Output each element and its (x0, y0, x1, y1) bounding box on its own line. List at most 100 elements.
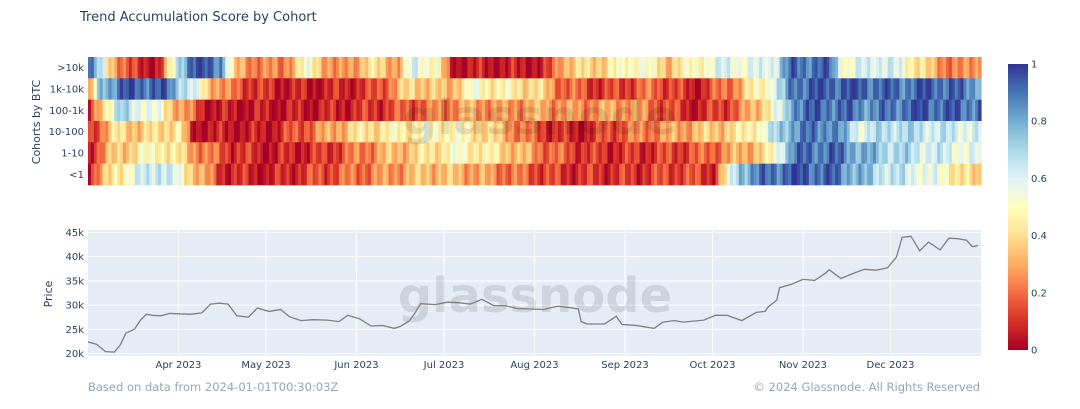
heatmap-cell (654, 57, 658, 79)
heatmap-cell (601, 57, 606, 79)
heatmap-cell (525, 57, 530, 79)
heatmap-cell (925, 142, 930, 164)
heatmap-cell (963, 121, 968, 143)
heatmap-cell (712, 78, 717, 100)
heatmap-cell (429, 57, 433, 79)
heatmap-cell (613, 121, 617, 143)
heatmap-cell (665, 57, 670, 79)
heatmap-cell (826, 142, 830, 164)
heatmap-cell (184, 163, 188, 186)
heatmap-cell (479, 78, 483, 100)
heatmap-cell (951, 57, 956, 79)
heatmap-cell (712, 121, 717, 143)
heatmap-cell (239, 163, 244, 186)
heatmap-cell (890, 163, 895, 186)
heatmap-cell (616, 99, 620, 122)
heatmap-cell (315, 99, 320, 122)
heatmap-cell (379, 163, 384, 186)
heatmap-cell (149, 163, 153, 186)
heatmap-cell (458, 163, 463, 186)
heatmap-cell (204, 163, 209, 186)
heatmap-cell (747, 57, 752, 79)
heatmap-cell (257, 121, 261, 143)
heatmap-cell (659, 78, 664, 100)
heatmap-cell (242, 142, 247, 164)
heatmap-cell (344, 99, 349, 122)
heatmap-cell (916, 57, 921, 79)
heatmap-cell (692, 121, 696, 143)
heatmap-cell (184, 78, 188, 100)
heatmap-cell (315, 163, 320, 186)
heatmap-cell (910, 121, 915, 143)
heatmap-cell (668, 163, 673, 186)
heatmap-cell (400, 57, 404, 79)
heatmap-cell (114, 163, 118, 186)
heatmap-cell (840, 99, 845, 122)
heatmap-cell (476, 99, 480, 122)
heatmap-cell (496, 57, 501, 79)
heatmap-cell (797, 121, 801, 143)
heatmap-cell (624, 121, 629, 143)
heatmap-cell (712, 57, 717, 79)
heatmap-cell (651, 142, 655, 164)
heatmap-cell (195, 57, 200, 79)
heatmap-cell (928, 121, 932, 143)
heatmap-cell (257, 163, 261, 186)
heatmap-cell (925, 78, 930, 100)
heatmap-cell (624, 99, 629, 122)
heatmap-cell (835, 121, 839, 143)
heatmap-cell (93, 99, 98, 122)
heatmap-cell (359, 57, 363, 79)
heatmap-cell (951, 142, 956, 164)
x-tick-label: Oct 2023 (690, 360, 736, 371)
heatmap-cell (957, 57, 962, 79)
heatmap-cell (610, 57, 614, 79)
heatmap-cell (840, 78, 845, 100)
heatmap-cell (870, 163, 874, 186)
heatmap-cell (540, 142, 544, 164)
heatmap-cell (744, 57, 749, 79)
heatmap-cell (963, 142, 968, 164)
heatmap-cell (963, 163, 968, 186)
heatmap-cell (490, 78, 495, 100)
heatmap-cell (683, 163, 687, 186)
heatmap-cell (826, 163, 830, 186)
heatmap-cell (709, 142, 714, 164)
heatmap-cell (957, 142, 962, 164)
heatmap-cell (832, 163, 836, 186)
heatmap-cell (236, 142, 241, 164)
heatmap-cell (417, 78, 422, 100)
heatmap-cell (546, 78, 550, 100)
heatmap-cell (873, 99, 877, 122)
heatmap-cell (397, 78, 401, 100)
heatmap-cell (671, 99, 676, 122)
heatmap-cell (686, 99, 690, 122)
heatmap-cell (636, 142, 641, 164)
heatmap-cell (409, 99, 413, 122)
colorbar-tick-label: 0 (1031, 346, 1037, 357)
heatmap-cell (245, 163, 250, 186)
heatmap-cell (820, 78, 825, 100)
heatmap-cell (245, 78, 250, 100)
heatmap-cell (117, 78, 121, 100)
heatmap-cell (849, 99, 854, 122)
heatmap-cell (248, 78, 253, 100)
heatmap-cell (514, 78, 518, 100)
heatmap-cell (242, 121, 247, 143)
heatmap-cell (484, 121, 489, 143)
heatmap-cell (657, 78, 661, 100)
heatmap-cell (516, 142, 521, 164)
heatmap-cell (143, 99, 147, 122)
heatmap-cell (846, 78, 851, 100)
heatmap-cell (671, 78, 676, 100)
heatmap-cell (823, 57, 827, 79)
heatmap-cell (838, 57, 842, 79)
heatmap-cell (759, 99, 763, 122)
heatmap-cell (890, 99, 895, 122)
heatmap-cell (581, 57, 585, 79)
heatmap-y-tick-label: 1k-10k (50, 85, 84, 96)
heatmap-cell (552, 121, 556, 143)
heatmap-cell (540, 99, 544, 122)
heatmap-cell (899, 142, 903, 164)
heatmap-cell (146, 99, 150, 122)
